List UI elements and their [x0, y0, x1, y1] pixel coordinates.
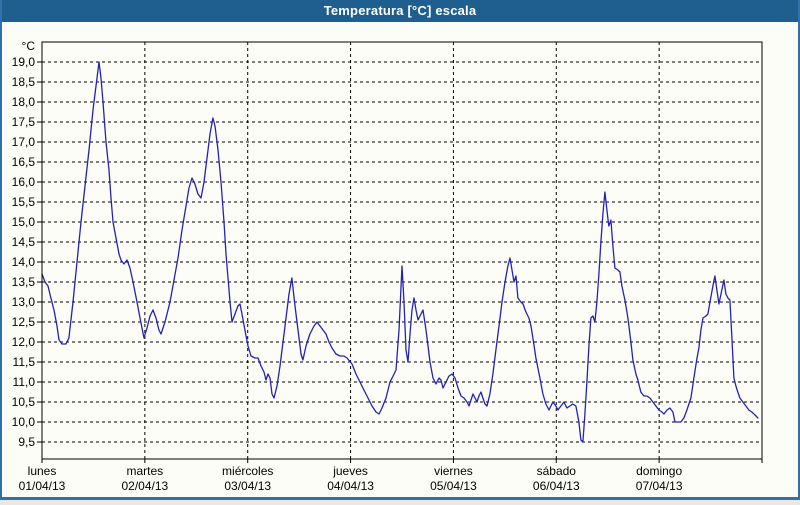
day-date-label: 06/04/13 [533, 479, 580, 493]
day-date-label: 02/04/13 [121, 479, 168, 493]
day-name-label: sábado [537, 464, 577, 478]
gridlines [42, 42, 762, 459]
day-name-label: martes [127, 464, 164, 478]
axis-labels: 19,0 18,5 18,0 17,5 17,0 16,5 16,0 15,5 15,0 14,5… [12, 39, 683, 493]
y-tick-label: 11,5 [13, 355, 36, 369]
y-tick-label: 9,5 [18, 435, 35, 449]
day-date-label: 01/04/13 [19, 479, 66, 493]
y-tick-label: 10,5 [12, 395, 36, 409]
window-title-bar: Temperatura [°C] escala [2, 0, 798, 22]
y-tick-label: 16,5 [12, 155, 36, 169]
day-name-label: lunes [28, 464, 57, 478]
day-name-label: domingo [636, 464, 682, 478]
temperature-series-line [41, 61, 759, 443]
day-date-label: 03/04/13 [224, 479, 271, 493]
day-name-label: jueves [332, 464, 368, 478]
y-tick-label: 15,5 [12, 195, 36, 209]
day-date-label: 04/04/13 [327, 479, 374, 493]
y-tick-label: 12,5 [12, 315, 36, 329]
y-tick-label: 11,0 [13, 375, 36, 389]
axis-ticks [37, 61, 763, 463]
y-tick-label: 16,0 [12, 175, 36, 189]
day-name-label: viernes [434, 464, 473, 478]
y-tick-label: 14,5 [12, 235, 36, 249]
day-date-label: 05/04/13 [430, 479, 477, 493]
y-tick-label: 12,0 [12, 335, 36, 349]
y-tick-label: 14,0 [12, 255, 36, 269]
y-tick-label: 13,0 [12, 295, 36, 309]
day-name-label: miércoles [222, 464, 273, 478]
y-tick-label: 17,0 [12, 135, 36, 149]
y-tick-label: 18,5 [12, 75, 36, 89]
y-tick-label: 15,0 [12, 215, 36, 229]
plot-border [41, 41, 763, 460]
window-title: Temperatura [°C] escala [323, 3, 477, 18]
y-tick-label: 18,0 [12, 95, 36, 109]
y-tick-label: 13,5 [12, 275, 36, 289]
day-date-label: 07/04/13 [636, 479, 683, 493]
y-tick-label: 17,5 [12, 115, 36, 129]
y-tick-label: 10,0 [12, 415, 36, 429]
y-tick-label: 19,0 [12, 55, 36, 69]
y-axis-unit-label: °C [22, 39, 36, 53]
series-lines [41, 61, 759, 443]
